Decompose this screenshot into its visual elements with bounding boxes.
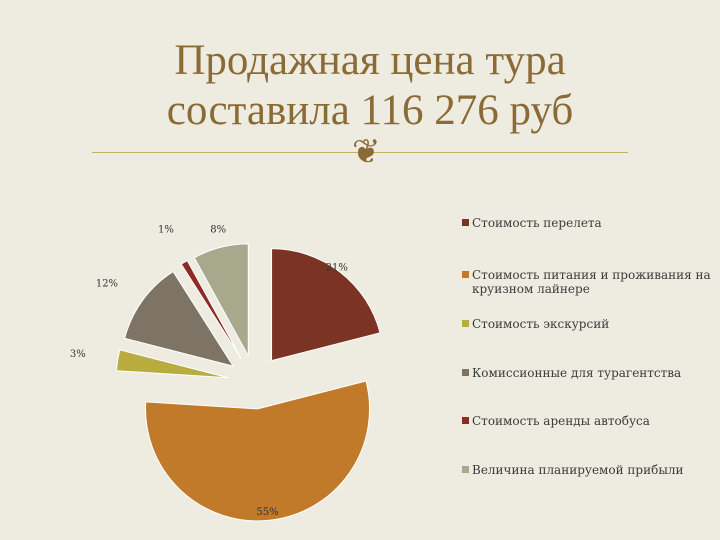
- pie-slice: [271, 248, 381, 362]
- slice-data-label: 55%: [256, 507, 278, 518]
- pie-slice: [116, 349, 229, 379]
- slice-data-label: 1%: [158, 224, 174, 235]
- legend-label: Стоимость аренды автобуса: [472, 414, 650, 428]
- slide-title-line-1: Продажная цена тура: [174, 37, 566, 84]
- slice-data-label: 21%: [326, 263, 348, 274]
- legend-item: Стоимость перелета: [462, 216, 712, 230]
- legend-label: Стоимость перелета: [472, 216, 602, 230]
- slice-data-label: 3%: [70, 349, 86, 360]
- legend-swatch: [462, 369, 469, 376]
- legend-swatch: [462, 219, 469, 226]
- legend-label: Комиссионные для турагентства: [472, 366, 682, 380]
- legend-swatch: [462, 466, 469, 473]
- legend-label: Величина планируемой прибыли: [472, 463, 684, 477]
- pie-slice: [124, 270, 235, 367]
- pie-slice: [145, 380, 371, 522]
- legend-swatch: [462, 271, 469, 278]
- slide-title: Продажная цена тура составила 116 276 ру…: [0, 36, 720, 136]
- legend-label: Стоимость экскурсий: [472, 317, 610, 331]
- slide-title-line-2: составила 116 276 руб: [166, 87, 574, 134]
- slice-data-label: 12%: [96, 278, 118, 289]
- legend-item: Стоимость аренды автобуса: [462, 414, 712, 428]
- legend-label: Стоимость питания и проживания на круизн…: [472, 268, 711, 296]
- ornament-icon: ❦: [352, 132, 381, 172]
- slice-data-label: 8%: [210, 225, 226, 236]
- legend-item: Комиссионные для турагентства: [462, 366, 712, 380]
- legend-swatch: [462, 320, 469, 327]
- title-divider: [92, 152, 628, 153]
- legend-item: Стоимость питания и проживания на круизн…: [462, 268, 712, 296]
- pie-slice: [180, 259, 242, 360]
- pie-slice: [193, 243, 249, 357]
- legend-item: Стоимость экскурсий: [462, 317, 712, 331]
- legend-swatch: [462, 417, 469, 424]
- legend-item: Величина планируемой прибыли: [462, 463, 712, 477]
